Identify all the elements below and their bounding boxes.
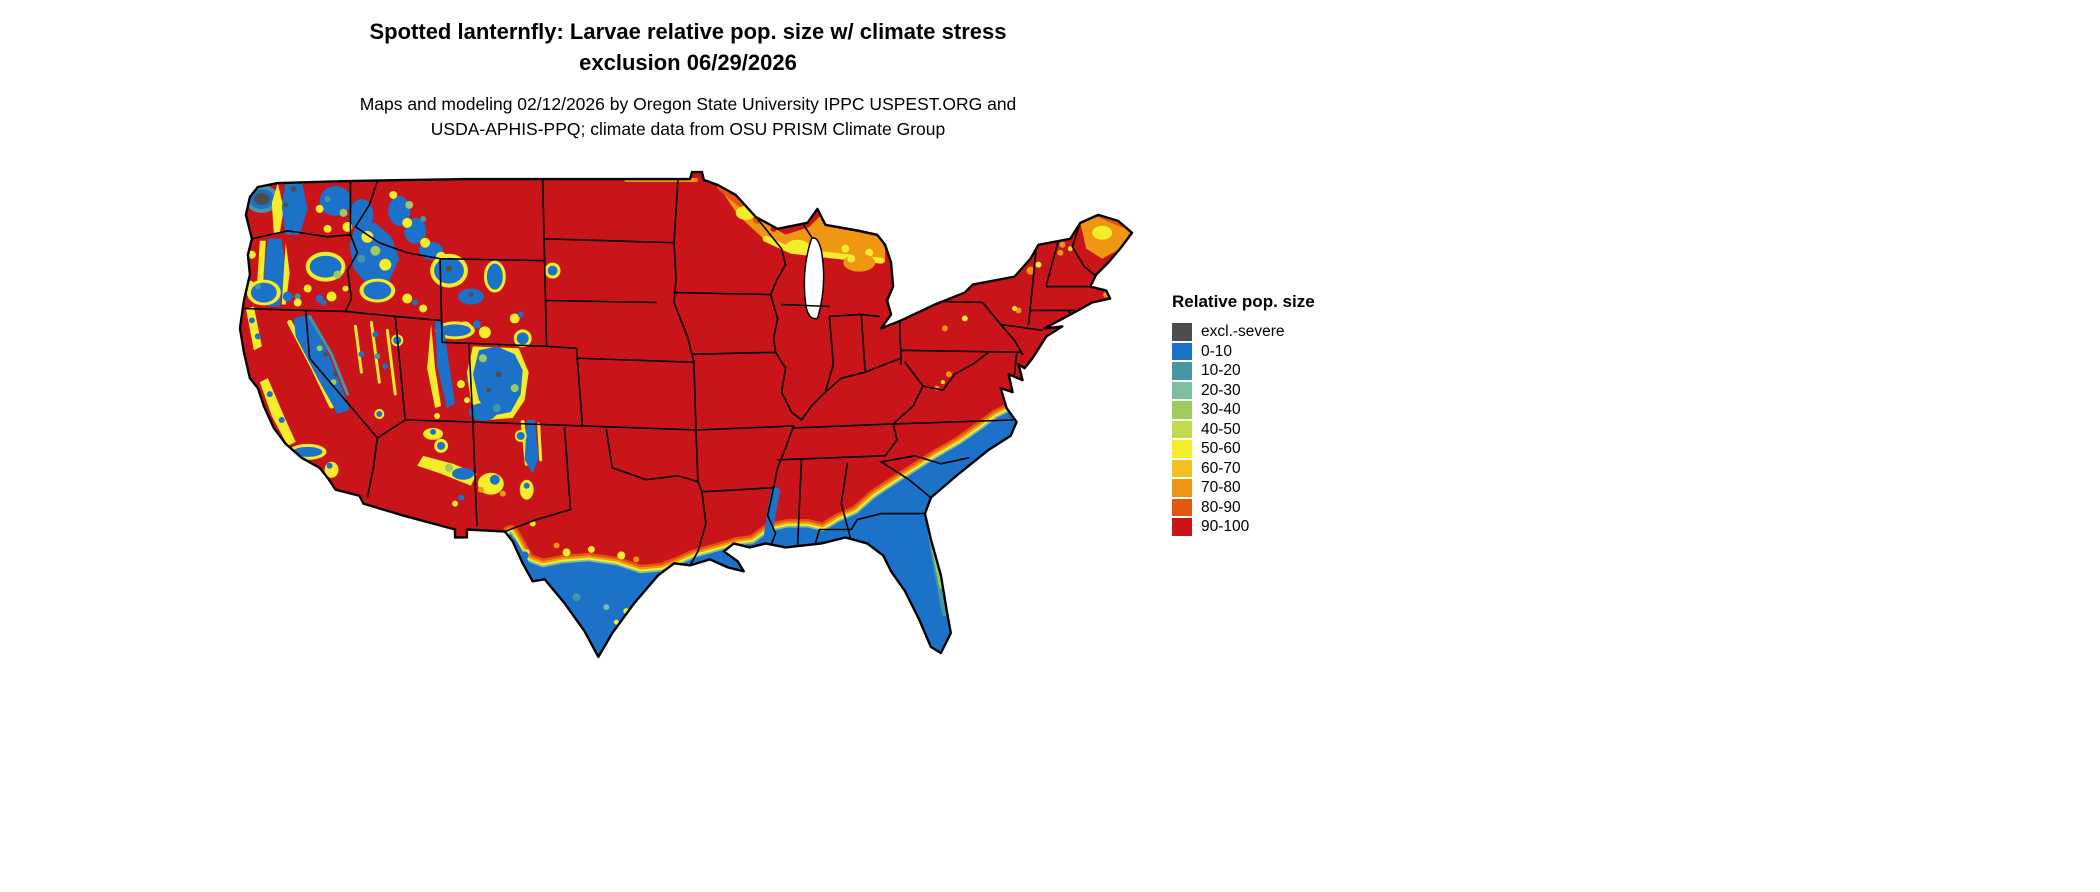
page-title-line1: Spotted lanternfly: Larvae relative pop.…	[369, 19, 1007, 44]
legend-label: 20-30	[1201, 381, 1241, 399]
us-choropleth-map	[238, 170, 1134, 659]
map-raster-layers	[239, 172, 1133, 657]
legend-swatch	[1172, 479, 1192, 497]
legend-entry: excl.-severe	[1172, 322, 1315, 342]
subtitle-line1: Maps and modeling 02/12/2026 by Oregon S…	[359, 94, 1017, 114]
legend-entry: 20-30	[1172, 381, 1315, 401]
legend-entry: 30-40	[1172, 400, 1315, 420]
colorado-patterns	[466, 346, 529, 421]
legend-entry: 60-70	[1172, 459, 1315, 479]
legend-label: 50-60	[1201, 440, 1241, 458]
idaho-patterns	[349, 222, 428, 313]
legend-label: 0-10	[1201, 342, 1233, 360]
legend-label: 70-80	[1201, 479, 1241, 497]
map-container	[228, 168, 1144, 668]
legend-entry: 0-10	[1172, 342, 1315, 362]
legend-rows: excl.-severe 0-10 10-20 20-30 30-40 40-50 50-6…	[1172, 322, 1315, 537]
legend-swatch	[1172, 381, 1192, 399]
page-title-line2: exclusion 06/29/2026	[579, 50, 797, 75]
legend-label: 30-40	[1201, 401, 1241, 419]
subtitle: Maps and modeling 02/12/2026 by Oregon S…	[0, 92, 1376, 142]
legend-swatch	[1172, 459, 1192, 477]
utah-patterns	[427, 320, 475, 419]
legend-swatch	[1172, 498, 1192, 516]
legend-label: 40-50	[1201, 420, 1241, 438]
legend-entry: 50-60	[1172, 439, 1315, 459]
legend-entry: 80-90	[1172, 498, 1315, 518]
legend-entry: 10-20	[1172, 361, 1315, 381]
legend-label: 90-100	[1201, 518, 1250, 536]
legend-label: 60-70	[1201, 459, 1241, 477]
legend-label: excl.-severe	[1201, 323, 1285, 341]
legend-swatch	[1172, 323, 1192, 341]
nevada-patterns	[353, 320, 404, 419]
new-mexico-patterns	[477, 419, 543, 500]
legend-title: Relative pop. size	[1172, 292, 1315, 311]
header: Spotted lanternfly: Larvae relative pop.…	[0, 16, 1376, 142]
legend-entry: 40-50	[1172, 420, 1315, 440]
appalachian-speckle	[934, 305, 1022, 391]
legend-swatch	[1172, 440, 1192, 458]
subtitle-line2: USDA-APHIS-PPQ; climate data from OSU PR…	[430, 119, 946, 139]
legend: Relative pop. size excl.-severe 0-10 10-20…	[1172, 292, 1315, 537]
legend-swatch	[1172, 420, 1192, 438]
legend-swatch	[1172, 362, 1192, 380]
legend-entry: 90-100	[1172, 517, 1315, 537]
mississippi-valley-blue	[763, 487, 781, 546]
california-patterns	[245, 279, 350, 478]
legend-swatch	[1172, 518, 1192, 536]
legend-entry: 70-80	[1172, 478, 1315, 498]
legend-label: 80-90	[1201, 498, 1241, 516]
lake-michigan	[803, 237, 825, 320]
state-borders	[243, 178, 1096, 567]
legend-swatch	[1172, 401, 1192, 419]
legend-label: 10-20	[1201, 362, 1241, 380]
legend-swatch	[1172, 342, 1192, 360]
arizona-patterns	[417, 427, 477, 507]
